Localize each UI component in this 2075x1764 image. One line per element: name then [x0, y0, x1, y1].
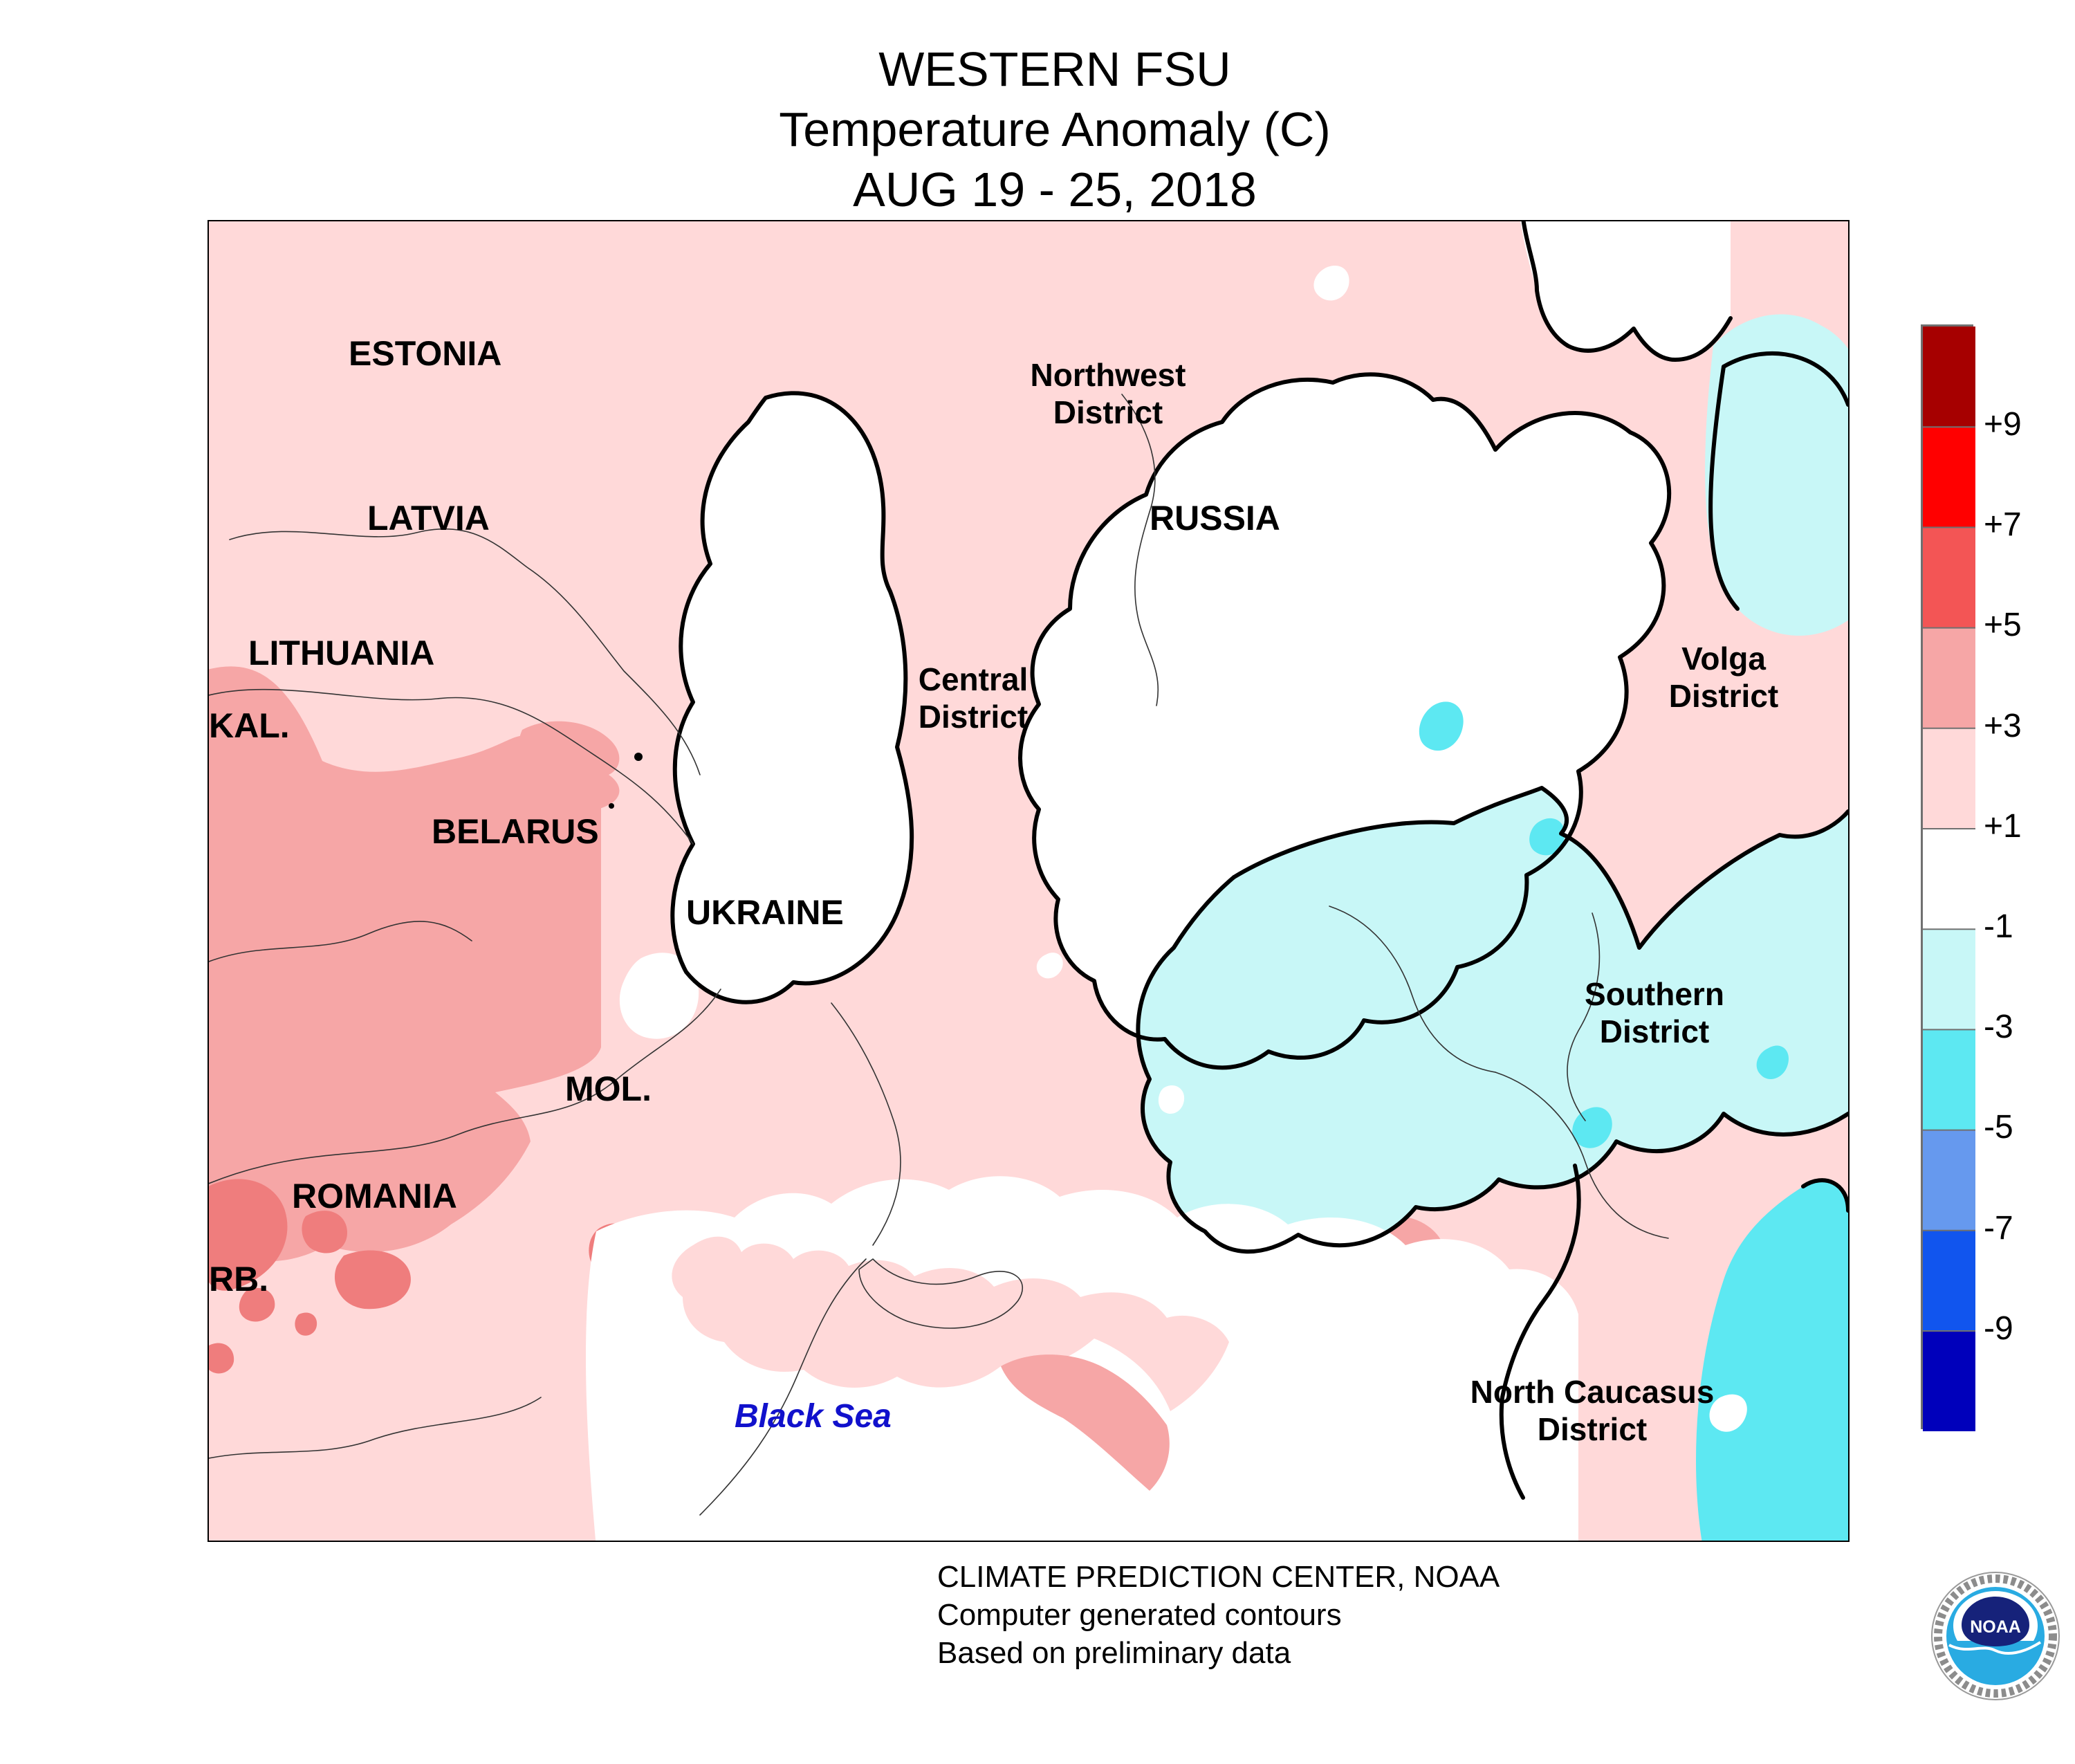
svg-text:NOAA: NOAA	[1970, 1617, 2021, 1637]
